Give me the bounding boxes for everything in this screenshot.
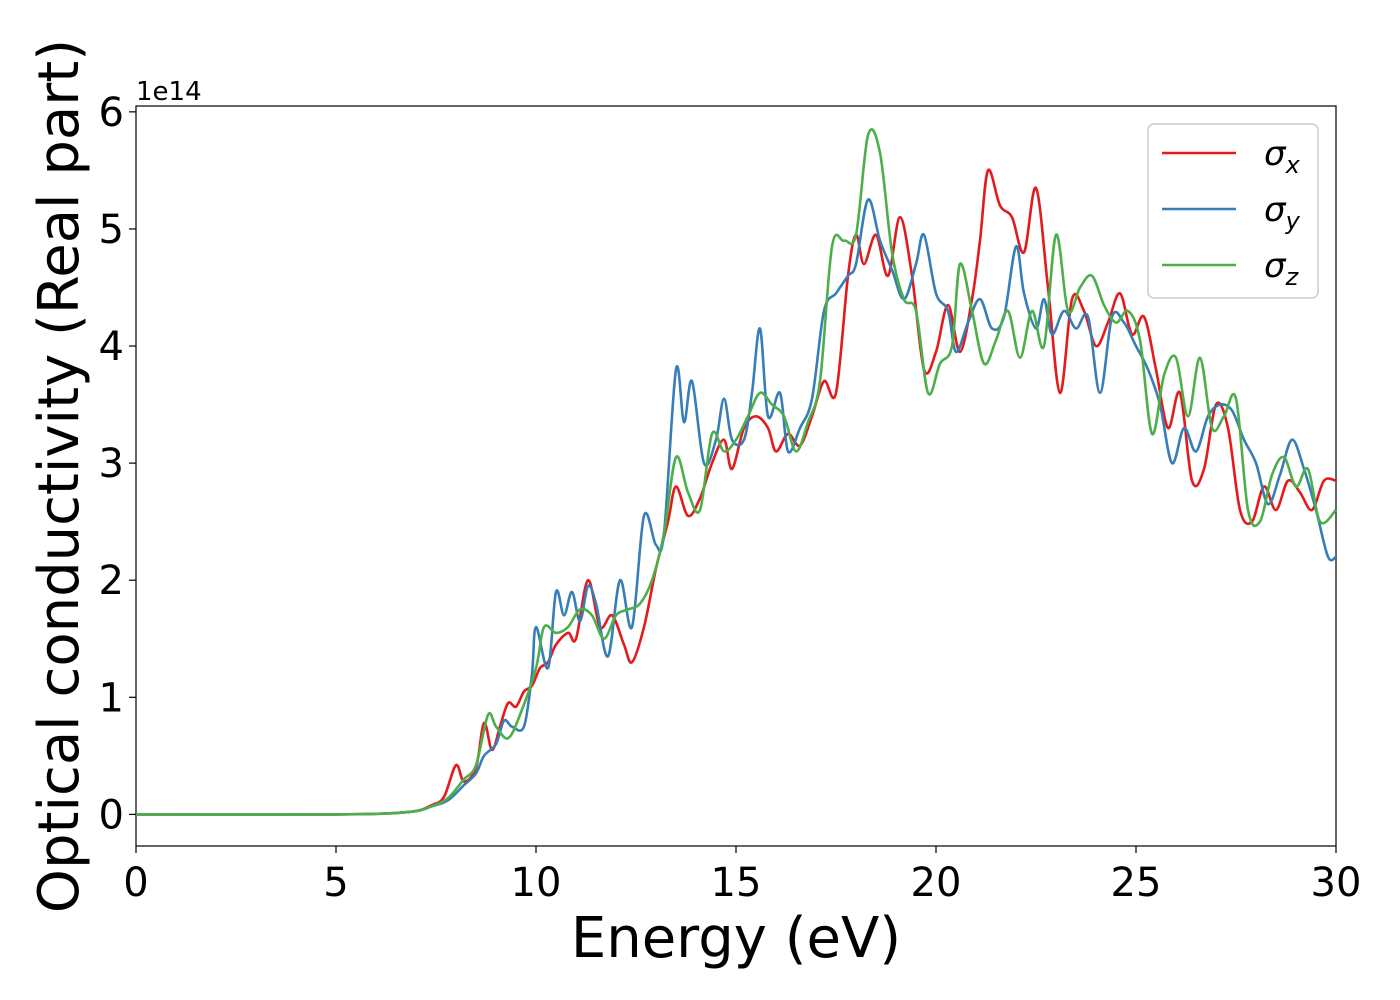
y-tick-label: 0 [99, 792, 124, 838]
y-tick-label: 6 [99, 90, 124, 136]
y-tick-label: 4 [99, 324, 124, 370]
series-line-z [135, 128, 1337, 816]
x-tick-label: 20 [911, 860, 962, 906]
x-tick-label: 10 [511, 860, 562, 906]
x-tick-label: 0 [123, 860, 148, 906]
y-tick-label: 1 [99, 675, 124, 721]
x-tick-label: 25 [1111, 860, 1162, 906]
x-tick-label: 5 [323, 860, 348, 906]
y-offset-label: 1e14 [136, 77, 202, 107]
y-tick-label: 2 [99, 558, 124, 604]
x-tick-label: 30 [1311, 860, 1362, 906]
x-tick-label: 15 [711, 860, 762, 906]
y-axis-label: Optical conductivity (Real part) [27, 39, 92, 913]
x-axis-ticks: 0 5 10 15 20 25 30 [123, 846, 1361, 906]
y-tick-label: 3 [99, 441, 124, 487]
y-axis-ticks: 0 1 2 3 4 5 6 [99, 90, 136, 838]
y-tick-label: 5 [99, 207, 124, 253]
x-axis-label: Energy (eV) [571, 906, 901, 971]
legend-box [1147, 123, 1319, 299]
legend-label-z: σz [1264, 246, 1300, 291]
series-layer [135, 128, 1337, 816]
